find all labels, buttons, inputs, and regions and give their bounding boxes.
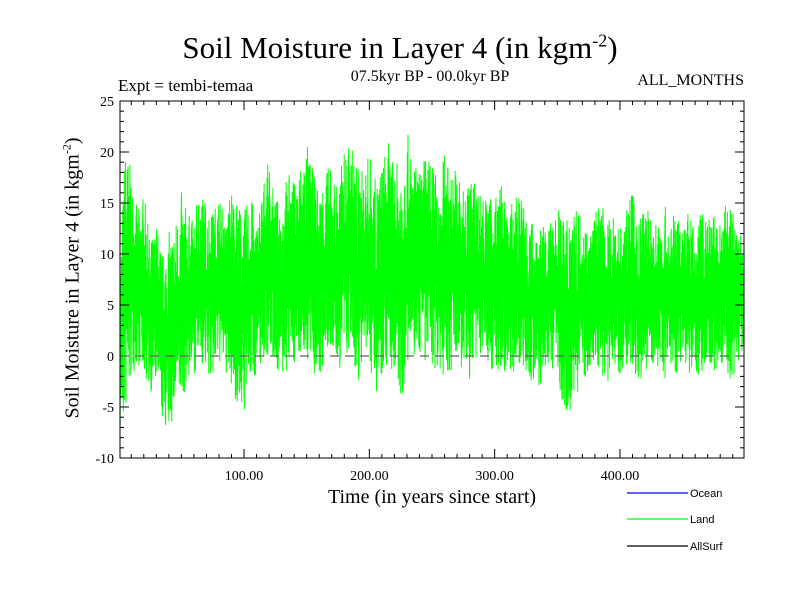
x-tick-label: 200.00 [350,469,389,484]
y-tick-label: 20 [100,146,114,161]
y-tick-label: 0 [107,350,114,365]
x-axis-label: Time (in years since start) [327,486,537,508]
x-tick-label: 400.00 [601,469,640,484]
land-series-line [120,134,744,425]
plot-frame [119,100,745,459]
legend-label-ocean: Ocean [690,488,722,500]
legend-label-allsurf: AllSurf [690,541,723,553]
y-tick-label: -5 [102,401,114,416]
experiment-label: Expt = tembi-temaa [118,76,254,95]
y-tick-label: -10 [95,452,114,467]
y-tick-label: 25 [100,95,114,110]
x-tick-label: 100.00 [225,469,264,484]
chart-subtitle: 07.5kyr BP - 00.0kyr BP [350,68,510,85]
x-tick-label: 300.00 [475,469,514,484]
chart-title: Soil Moisture in Layer 4 (in kgm-2) [182,30,618,65]
legend-label-land: Land [690,514,714,526]
y-tick-label: 10 [100,248,114,263]
y-tick-label: 5 [107,299,114,314]
months-label: ALL_MONTHS [637,72,744,89]
y-tick-label: 15 [100,197,114,212]
